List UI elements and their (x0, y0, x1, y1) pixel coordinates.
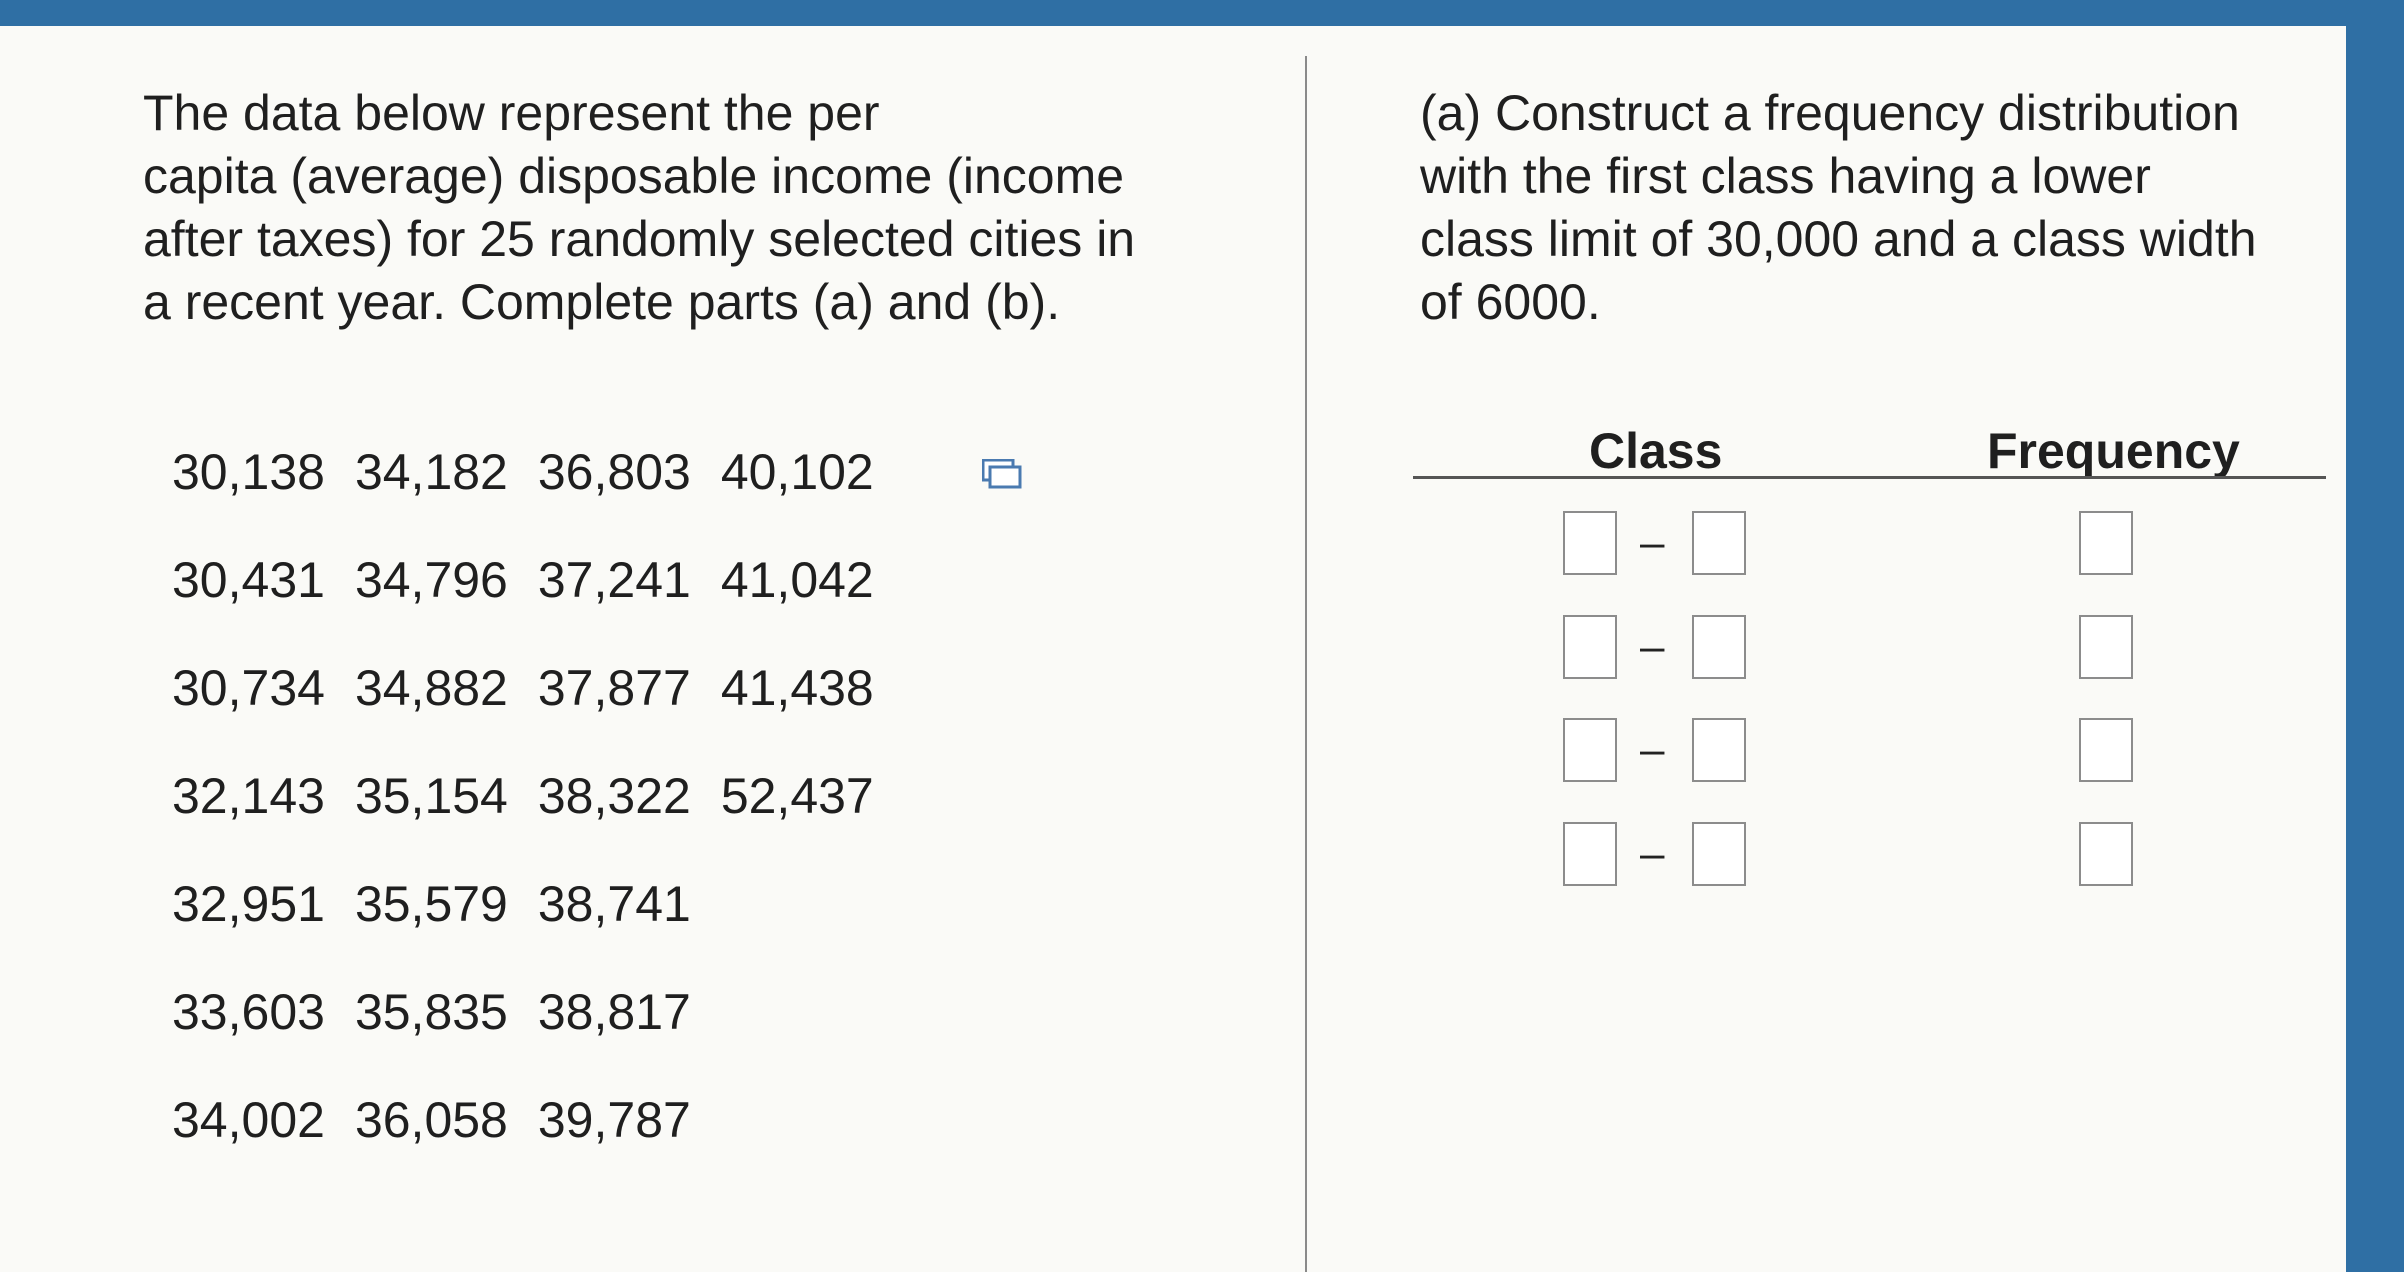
class-upper-limit-input[interactable] (1692, 511, 1746, 575)
header-divider (1413, 476, 2326, 479)
data-row: 32,143 35,154 38,322 52,437 (172, 742, 904, 850)
data-value: 40,102 (720, 444, 874, 500)
data-value: 36,058 (354, 1092, 508, 1148)
data-value (721, 850, 904, 958)
frequency-input[interactable] (2079, 718, 2133, 782)
class-upper-limit-input[interactable] (1692, 718, 1746, 782)
data-value: 37,877 (537, 660, 691, 716)
part-a-line: (a) Construct a frequency distribution (1420, 85, 2240, 141)
copy-data-icon[interactable] (981, 458, 1024, 489)
class-upper-limit-input[interactable] (1692, 615, 1746, 679)
class-lower-limit-input[interactable] (1563, 615, 1617, 679)
frequency-input[interactable] (2079, 615, 2133, 679)
data-value: 41,042 (720, 552, 874, 608)
class-range-dash: – (1640, 725, 1665, 774)
data-value: 30,431 (172, 552, 325, 608)
data-value: 32,951 (172, 876, 325, 932)
data-value: 34,182 (354, 444, 508, 500)
data-value: 34,796 (354, 552, 508, 608)
data-row: 30,431 34,796 37,241 41,042 (172, 526, 904, 634)
data-value: 39,787 (537, 1092, 691, 1148)
data-row: 34,002 36,058 39,787 (172, 1066, 904, 1174)
class-upper-limit-input[interactable] (1692, 822, 1746, 886)
part-a-line: class limit of 30,000 and a class width (1420, 211, 2257, 267)
data-value (721, 958, 904, 1066)
data-value: 41,438 (720, 660, 874, 716)
question-content: The data below represent the per capita … (0, 26, 2346, 1272)
data-value: 37,241 (537, 552, 691, 608)
data-value (721, 1066, 904, 1174)
class-lower-limit-input[interactable] (1563, 718, 1617, 782)
data-row: 30,138 34,182 36,803 40,102 (172, 418, 904, 526)
problem-statement: The data below represent the per capita … (143, 82, 1163, 334)
problem-line: The data below represent the per (143, 85, 880, 141)
frequency-column-header: Frequency (1987, 423, 2240, 479)
data-value: 32,143 (172, 768, 325, 824)
problem-line: a recent year. Complete parts (a) and (b… (143, 274, 1061, 330)
class-range-dash: – (1640, 518, 1665, 567)
data-value: 38,322 (537, 768, 691, 824)
data-value: 35,835 (354, 984, 508, 1040)
window-right-edge (2346, 0, 2404, 1272)
data-value: 36,803 (537, 444, 691, 500)
problem-line: capita (average) disposable income (inco… (143, 148, 1125, 204)
class-lower-limit-input[interactable] (1563, 511, 1617, 575)
part-a-line: of 6000. (1420, 274, 1601, 330)
class-range-dash: – (1640, 622, 1665, 671)
frequency-input[interactable] (2079, 511, 2133, 575)
left-panel: The data below represent the per capita … (0, 26, 1305, 1272)
data-value: 30,138 (172, 444, 325, 500)
data-row: 32,951 35,579 38,741 (172, 850, 904, 958)
data-value: 38,817 (537, 984, 691, 1040)
data-row: 30,734 34,882 37,877 41,438 (172, 634, 904, 742)
data-value: 30,734 (172, 660, 325, 716)
panel-divider[interactable] (1305, 56, 1307, 1272)
right-panel: (a) Construct a frequency distribution w… (1307, 26, 2346, 1272)
window-top-bar (0, 0, 2404, 26)
data-value: 34,002 (172, 1092, 325, 1148)
data-value: 34,882 (354, 660, 508, 716)
part-a-line: with the first class having a lower (1420, 148, 2151, 204)
data-value: 38,741 (537, 876, 691, 932)
data-value: 35,154 (354, 768, 508, 824)
class-range-dash: – (1640, 829, 1665, 878)
frequency-input[interactable] (2079, 822, 2133, 886)
data-value: 52,437 (720, 768, 874, 824)
data-value: 35,579 (354, 876, 508, 932)
data-value: 33,603 (172, 984, 325, 1040)
data-row: 33,603 35,835 38,817 (172, 958, 904, 1066)
problem-line: after taxes) for 25 randomly selected ci… (143, 211, 1136, 267)
class-column-header: Class (1589, 423, 1723, 479)
part-a-instructions: (a) Construct a frequency distribution w… (1420, 82, 2320, 334)
income-data-table: 30,138 34,182 36,803 40,102 30,431 34,796 37,2… (172, 418, 904, 1174)
class-lower-limit-input[interactable] (1563, 822, 1617, 886)
